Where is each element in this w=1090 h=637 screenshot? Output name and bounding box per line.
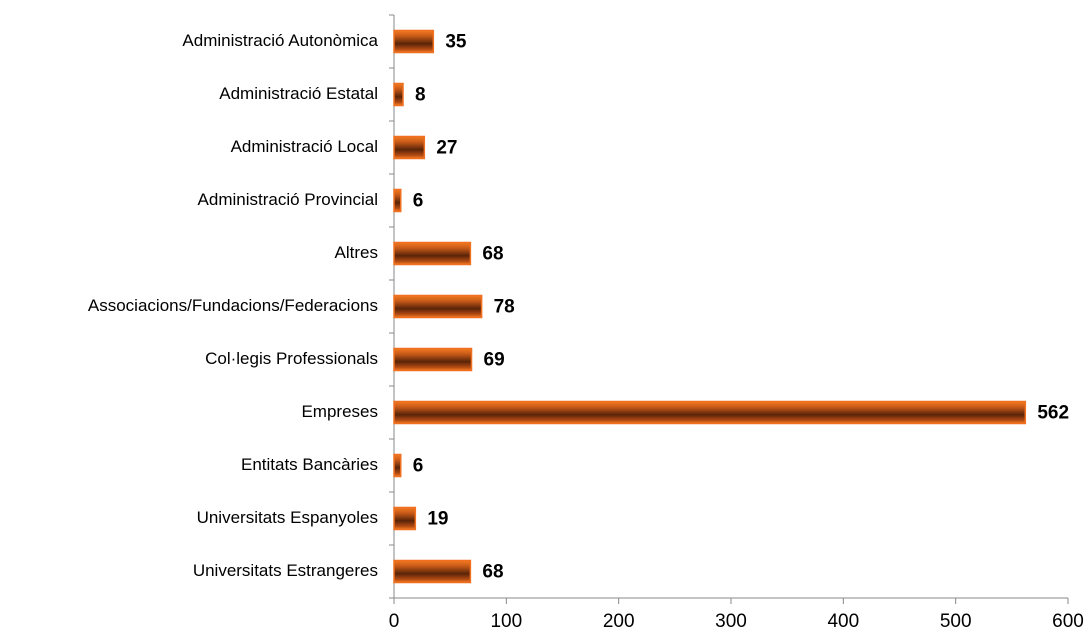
category-label: Col·legis Professionals — [205, 349, 378, 368]
category-label: Universitats Espanyoles — [197, 508, 378, 527]
bar — [393, 453, 402, 478]
value-label: 68 — [482, 244, 503, 265]
category-label: Altres — [335, 243, 378, 262]
category-label: Administració Provincial — [198, 190, 378, 209]
category-label: Empreses — [301, 402, 378, 421]
value-label: 6 — [413, 456, 424, 477]
bar — [393, 135, 426, 160]
bar — [393, 82, 404, 107]
bar — [393, 294, 483, 319]
value-label: 562 — [1037, 403, 1069, 424]
value-label: 27 — [436, 138, 457, 159]
category-label: Entitats Bancàries — [241, 455, 378, 474]
bar — [393, 400, 1027, 425]
x-tick-label: 600 — [1052, 611, 1084, 632]
bar — [393, 241, 472, 266]
x-tick-label: 400 — [827, 611, 859, 632]
value-label: 78 — [494, 297, 515, 318]
x-tick-label: 500 — [940, 611, 972, 632]
category-label: Administració Local — [231, 137, 378, 156]
bar — [393, 188, 402, 213]
x-tick-label: 300 — [715, 611, 747, 632]
category-label: Administració Autonòmica — [182, 31, 378, 50]
x-tick-label: 100 — [490, 611, 522, 632]
value-label: 69 — [484, 350, 505, 371]
category-label: Associacions/Fundacions/Federacions — [88, 296, 378, 315]
bar — [393, 29, 435, 54]
category-label: Universitats Estrangeres — [193, 561, 378, 580]
x-tick-label: 200 — [603, 611, 635, 632]
value-label: 68 — [482, 562, 503, 583]
bar — [393, 559, 472, 584]
value-label: 19 — [427, 509, 448, 530]
category-label: Administració Estatal — [219, 84, 378, 103]
bar — [393, 506, 417, 531]
value-label: 8 — [415, 85, 426, 106]
x-tick-label: 0 — [389, 611, 400, 632]
bar — [393, 347, 473, 372]
value-label: 6 — [413, 191, 424, 212]
value-label: 35 — [445, 32, 467, 53]
